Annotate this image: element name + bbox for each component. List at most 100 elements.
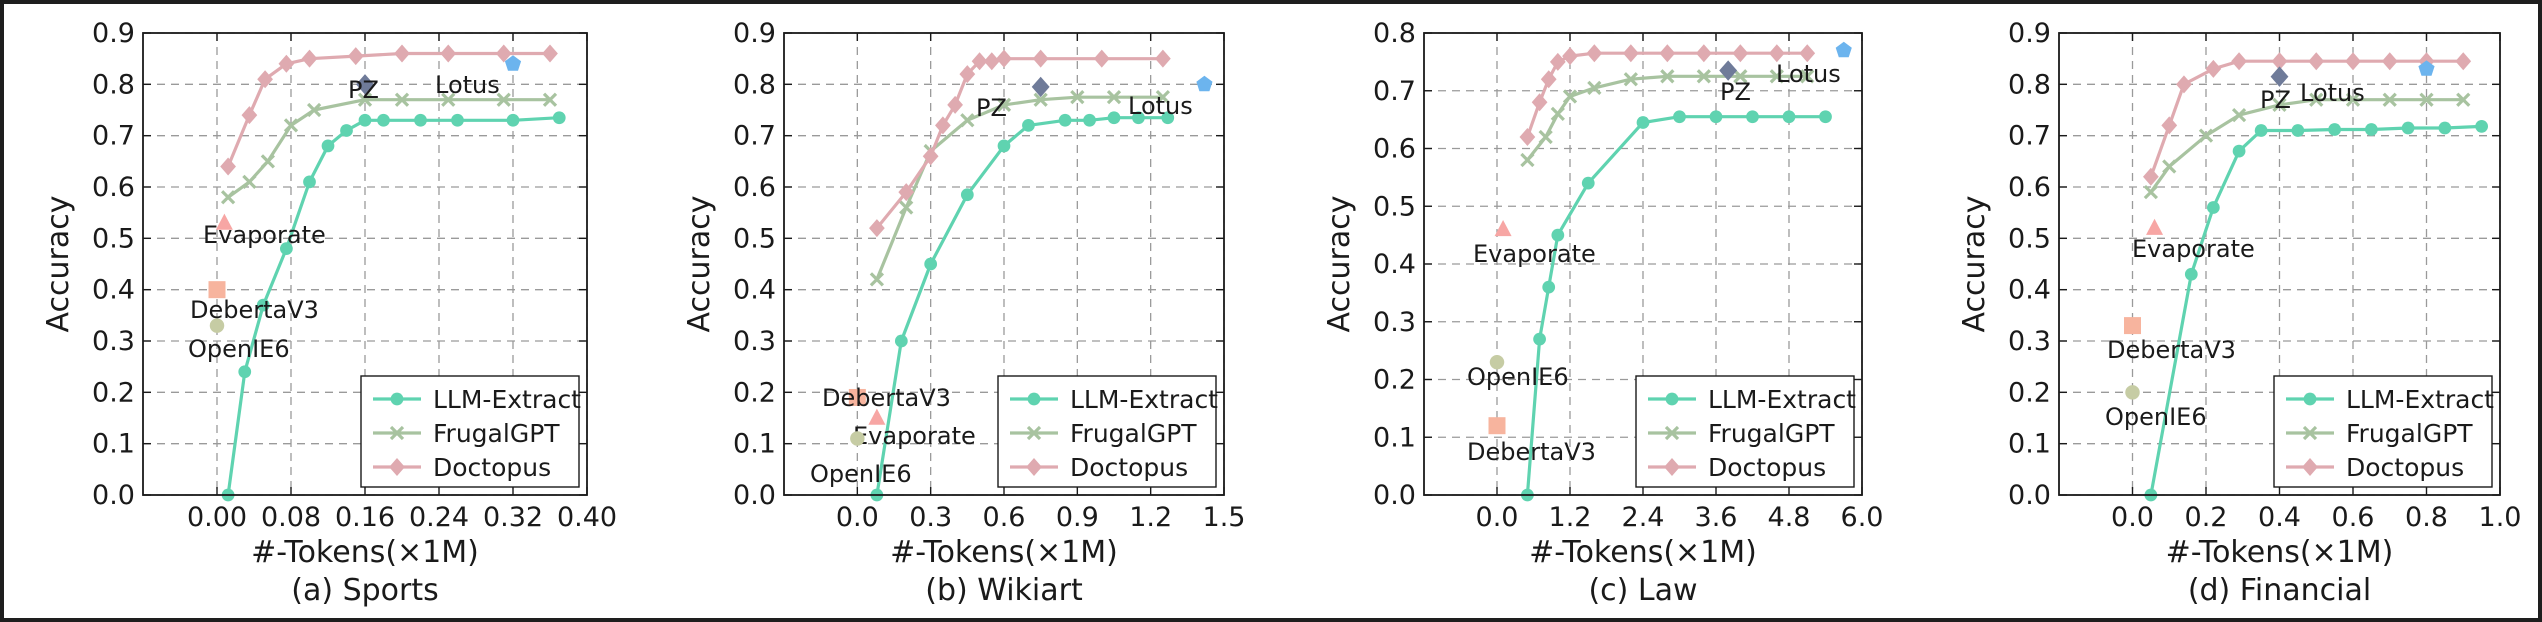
data-point-doctopus xyxy=(1549,52,1566,71)
data-point-doctopus xyxy=(1799,44,1816,63)
data-point-doctopus xyxy=(983,52,1000,71)
data-point-llm-extract xyxy=(1107,111,1121,125)
x-tick-label: 0.16 xyxy=(335,502,395,533)
data-point-llm-extract xyxy=(2328,123,2341,136)
panel-2: 0.0 0.3 0.6 0.9 1.2 1.5 0.0 0.1 0.2 0.3 0.4 0.5 0.6 0… xyxy=(682,18,1245,608)
legend-marker-frugalgpt xyxy=(389,425,405,441)
data-point-frugalgpt xyxy=(2162,159,2177,174)
data-point-doctopus xyxy=(1768,44,1785,63)
x-tick-label: 0.2 xyxy=(2185,502,2228,533)
x-tick-label: 1.2 xyxy=(1129,502,1172,533)
data-point-doctopus xyxy=(2143,167,2159,186)
y-tick-label: 0.0 xyxy=(2008,480,2051,511)
data-point-doctopus xyxy=(2161,116,2178,135)
data-point-frugalgpt xyxy=(2309,92,2324,107)
data-point-frugalgpt xyxy=(306,102,322,118)
y-tick-label: 0.3 xyxy=(92,326,135,357)
data-point-llm-extract xyxy=(552,111,566,125)
legend-label-doctopus: Doctopus xyxy=(2346,453,2464,482)
y-axis-label: Accuracy xyxy=(682,196,717,333)
data-point-frugalgpt xyxy=(2382,92,2397,107)
annotation-evaporate: Evaporate xyxy=(203,221,326,249)
data-point-llm-extract xyxy=(2254,124,2268,137)
x-tick-label: 0.0 xyxy=(2111,502,2154,533)
data-point-frugalgpt xyxy=(220,190,236,205)
x-tick-label: 0.9 xyxy=(1056,502,1099,533)
y-tick-label: 0.5 xyxy=(92,223,135,254)
y-tick-label: 0.4 xyxy=(92,275,135,306)
legend-label-llm-extract: LLM-Extract xyxy=(433,385,581,414)
data-point-doctopus xyxy=(1622,44,1639,63)
point-openie6 xyxy=(2125,385,2140,400)
y-tick-label: 0.7 xyxy=(1373,76,1416,107)
point-debertav3 xyxy=(1488,417,1506,435)
data-point-llm-extract xyxy=(1083,113,1096,127)
point-openie6 xyxy=(850,431,865,446)
point-pz xyxy=(2270,66,2289,87)
legend: LLM-Extract FrugalGPT Doctopus xyxy=(1635,375,1856,488)
data-point-frugalgpt xyxy=(542,92,558,107)
point-debertav3 xyxy=(208,281,226,299)
series-line-frugalgpt xyxy=(227,98,550,199)
data-point-llm-extract xyxy=(1746,110,1759,124)
y-tick-label: 0.6 xyxy=(733,172,776,203)
data-point-doctopus xyxy=(2205,59,2222,78)
data-point-doctopus xyxy=(2231,52,2247,71)
point-evaporate xyxy=(2146,218,2164,235)
annotation-pz: PZ xyxy=(1720,78,1751,106)
y-tick-label: 0.1 xyxy=(92,429,135,460)
data-point-doctopus xyxy=(935,116,951,135)
x-tick-label: 4.8 xyxy=(1768,502,1811,533)
data-point-doctopus xyxy=(542,44,558,63)
data-point-frugalgpt xyxy=(1696,69,1711,84)
legend: LLM-Extract FrugalGPT Doctopus xyxy=(997,375,1218,488)
data-point-llm-extract xyxy=(303,175,316,189)
y-tick-label: 0.2 xyxy=(1373,365,1416,396)
data-point-frugalgpt xyxy=(1538,129,1553,145)
annotation-openie6: OpenIE6 xyxy=(810,460,912,488)
y-tick-label: 0.4 xyxy=(1373,249,1416,280)
data-point-frugalgpt xyxy=(1769,69,1784,84)
y-tick-label: 0.5 xyxy=(1373,191,1416,222)
y-tick-label: 0.5 xyxy=(733,223,776,254)
y-tick-label: 0.9 xyxy=(92,18,135,49)
panel-caption: (c) Law xyxy=(1588,573,1697,608)
annotation-lotus: Lotus xyxy=(1128,92,1193,120)
point-openie6 xyxy=(1489,354,1505,370)
data-point-llm-extract xyxy=(238,365,252,379)
data-point-doctopus xyxy=(922,147,939,166)
data-point-doctopus xyxy=(1531,93,1548,112)
x-tick-label: 0.40 xyxy=(557,502,617,533)
y-tick-label: 0.7 xyxy=(92,121,135,152)
data-point-doctopus xyxy=(2176,75,2192,94)
data-point-llm-extract xyxy=(1132,111,1145,125)
data-point-llm-extract xyxy=(1542,280,1556,294)
y-tick-label: 0.6 xyxy=(1373,134,1416,165)
point-evaporate xyxy=(215,213,233,230)
data-point-doctopus xyxy=(440,44,457,63)
data-point-frugalgpt xyxy=(2231,108,2247,123)
data-point-frugalgpt xyxy=(1070,90,1085,105)
data-point-doctopus xyxy=(394,44,410,63)
y-tick-label: 0.2 xyxy=(92,377,135,408)
data-point-doctopus xyxy=(1155,49,1171,68)
legend-label-frugalgpt: FrugalGPT xyxy=(1070,419,1197,448)
data-point-llm-extract xyxy=(1819,110,1832,124)
data-point-doctopus xyxy=(278,54,295,73)
data-point-doctopus xyxy=(1562,47,1578,66)
x-tick-label: 0.24 xyxy=(409,502,469,533)
x-tick-label: 0.8 xyxy=(2405,502,2448,533)
data-point-doctopus xyxy=(2381,52,2398,71)
legend-label-llm-extract: LLM-Extract xyxy=(1070,385,1218,414)
data-point-llm-extract xyxy=(1551,228,1565,242)
data-point-llm-extract xyxy=(1673,110,1686,124)
data-point-frugalgpt xyxy=(1550,106,1565,121)
x-tick-label: 0.6 xyxy=(2332,502,2375,533)
x-tick-label: 0.3 xyxy=(909,502,952,533)
legend-label-llm-extract: LLM-Extract xyxy=(1708,385,1856,414)
data-point-doctopus xyxy=(2455,52,2472,71)
x-axis-label: #-Tokens(×1M) xyxy=(890,535,1118,570)
data-point-llm-extract xyxy=(340,124,353,137)
data-point-doctopus xyxy=(2308,52,2325,71)
point-debertav3 xyxy=(2124,317,2141,335)
